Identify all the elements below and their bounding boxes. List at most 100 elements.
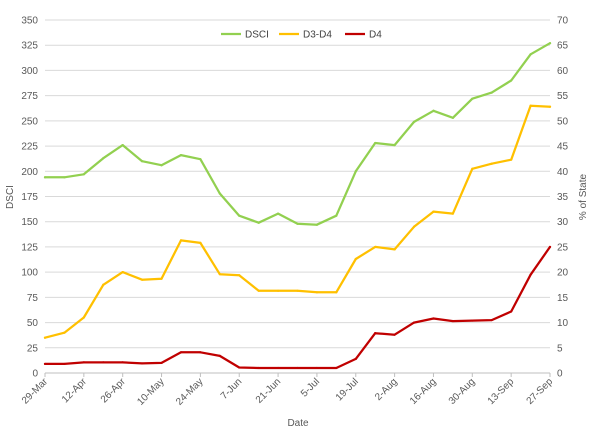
y2-tick-label: 65 — [557, 41, 569, 52]
data-point — [102, 283, 105, 286]
data-point — [374, 332, 377, 335]
data-point — [218, 192, 221, 195]
data-point — [63, 362, 66, 366]
data-point — [335, 366, 338, 370]
data-point — [335, 291, 338, 294]
data-point — [412, 321, 416, 324]
y2-tick-label: 10 — [557, 318, 569, 329]
data-point — [315, 366, 319, 370]
y2-tick-label: 25 — [557, 242, 569, 253]
data-point — [257, 366, 260, 370]
y-tick-label: 250 — [21, 116, 38, 127]
data-point — [82, 316, 85, 319]
legend-item: DSCI — [221, 30, 269, 41]
data-point — [510, 158, 513, 161]
data-point — [529, 53, 532, 56]
data-point — [374, 141, 377, 145]
data-point — [393, 248, 396, 251]
y2-tick-label: 15 — [557, 293, 569, 304]
data-point — [315, 291, 319, 294]
left-axis-ticks: 0 25 50 75 100 125 150 175 200 225 250 275 300 325 350 — [21, 16, 38, 380]
data-point — [179, 351, 183, 354]
data-point — [82, 361, 85, 364]
y-tick-label: 150 — [21, 217, 38, 228]
legend-label: D3-D4 — [303, 30, 332, 41]
data-point — [335, 214, 338, 217]
data-point — [160, 277, 163, 280]
data-point — [121, 361, 124, 364]
data-point — [141, 160, 144, 163]
data-point — [160, 361, 163, 365]
y-tick-label: 325 — [21, 41, 38, 52]
data-point — [451, 319, 454, 323]
data-point — [354, 257, 357, 261]
legend-item: D4 — [345, 30, 382, 41]
data-point — [412, 120, 416, 123]
y2-tick-label: 35 — [557, 192, 569, 203]
legend-label: DSCI — [245, 30, 269, 41]
data-point — [490, 318, 493, 322]
y2-tick-label: 70 — [557, 16, 569, 27]
data-point — [510, 310, 513, 313]
data-point — [451, 212, 454, 215]
y-tick-label: 125 — [21, 242, 38, 253]
series-d4 — [43, 245, 552, 370]
data-point — [354, 170, 357, 173]
series-lines — [43, 42, 552, 370]
data-point — [63, 176, 66, 179]
y2-tick-label: 45 — [557, 142, 569, 153]
data-point — [490, 91, 493, 94]
data-point — [199, 158, 202, 161]
data-point — [529, 104, 532, 107]
data-point — [43, 336, 47, 339]
y-axis-title: DSCI — [5, 185, 16, 209]
y-tick-label: 350 — [21, 16, 38, 27]
data-point — [43, 362, 47, 366]
data-point — [296, 366, 299, 370]
data-point — [82, 173, 85, 176]
data-point — [238, 214, 241, 217]
data-point — [160, 164, 163, 167]
y2-tick-label: 55 — [557, 91, 569, 102]
data-point — [121, 143, 124, 147]
data-point — [102, 157, 105, 160]
data-point — [276, 289, 280, 292]
data-point — [257, 221, 260, 224]
data-point — [296, 222, 299, 225]
data-point — [548, 42, 552, 45]
data-point — [490, 162, 493, 165]
legend-item: D3-D4 — [279, 30, 332, 41]
data-point — [510, 79, 513, 82]
data-point — [141, 278, 144, 281]
data-point — [354, 357, 357, 360]
data-point — [121, 271, 124, 274]
data-point — [179, 154, 183, 157]
y-tick-label: 275 — [21, 91, 38, 102]
data-point — [63, 331, 66, 334]
legend-label: D4 — [369, 30, 382, 41]
y2-tick-label: 20 — [557, 268, 569, 279]
y-tick-label: 225 — [21, 142, 38, 153]
series-d3-d4 — [43, 104, 552, 339]
y2-tick-label: 30 — [557, 217, 569, 228]
data-point — [43, 176, 47, 179]
data-point — [218, 273, 221, 276]
data-point — [218, 354, 221, 357]
data-point — [199, 241, 202, 244]
y2-tick-label: 5 — [557, 343, 563, 354]
y-tick-label: 25 — [27, 343, 39, 354]
y-tick-label: 100 — [21, 268, 38, 279]
y2-tick-label: 0 — [557, 369, 563, 380]
data-point — [296, 289, 299, 292]
data-point — [238, 274, 241, 277]
data-point — [315, 223, 319, 226]
data-point — [432, 109, 435, 112]
data-point — [529, 273, 532, 276]
data-point — [238, 366, 241, 369]
data-point — [374, 245, 377, 249]
y-tick-label: 175 — [21, 192, 38, 203]
y2-tick-label: 40 — [557, 167, 569, 178]
data-point — [471, 167, 474, 170]
data-point — [432, 317, 435, 320]
